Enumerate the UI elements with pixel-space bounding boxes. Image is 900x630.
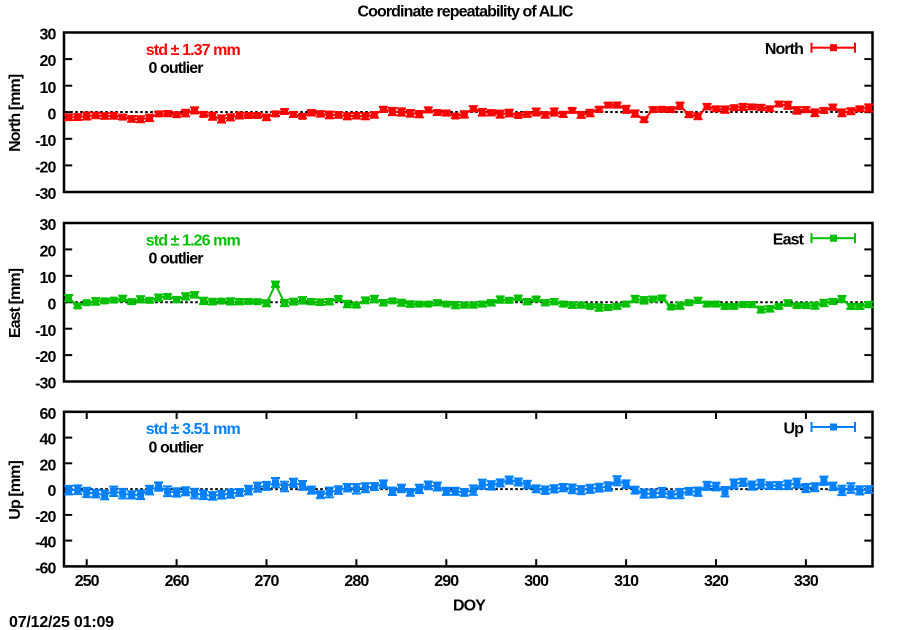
svg-text:310: 310 — [614, 573, 639, 590]
svg-text:-60: -60 — [35, 561, 56, 578]
svg-text:30: 30 — [40, 217, 57, 234]
svg-text:0: 0 — [48, 296, 57, 313]
svg-text:0 outlier: 0 outlier — [149, 251, 204, 268]
svg-text:std ± 1.37 mm: std ± 1.37 mm — [146, 42, 241, 59]
svg-text:250: 250 — [75, 573, 100, 590]
svg-text:std ± 1.26 mm: std ± 1.26 mm — [146, 232, 241, 249]
svg-text:Coordinate repeatability of AL: Coordinate repeatability of ALIC — [357, 3, 573, 20]
svg-text:07/12/25 01:09: 07/12/25 01:09 — [9, 614, 114, 630]
svg-text:-30: -30 — [35, 376, 56, 393]
svg-text:-20: -20 — [35, 349, 56, 366]
svg-text:280: 280 — [344, 573, 369, 590]
svg-text:10: 10 — [40, 270, 57, 287]
svg-text:0: 0 — [48, 483, 57, 500]
svg-text:-30: -30 — [35, 186, 56, 203]
svg-text:20: 20 — [40, 53, 57, 70]
svg-text:330: 330 — [794, 573, 819, 590]
svg-text:60: 60 — [40, 406, 57, 423]
svg-text:260: 260 — [165, 573, 190, 590]
svg-text:0 outlier: 0 outlier — [149, 439, 204, 456]
svg-text:East: East — [773, 232, 805, 249]
svg-text:40: 40 — [40, 432, 57, 449]
svg-text:0: 0 — [48, 106, 57, 123]
svg-text:North [mm]: North [mm] — [7, 74, 24, 152]
svg-text:-20: -20 — [35, 160, 56, 177]
svg-text:10: 10 — [40, 80, 57, 97]
svg-text:DOY: DOY — [453, 597, 486, 614]
svg-text:20: 20 — [40, 457, 57, 474]
svg-text:North: North — [765, 41, 803, 58]
svg-text:20: 20 — [40, 244, 57, 261]
svg-text:30: 30 — [40, 27, 57, 44]
svg-text:-10: -10 — [35, 133, 56, 150]
svg-text:East [mm]: East [mm] — [7, 268, 24, 338]
svg-text:-10: -10 — [35, 323, 56, 340]
svg-text:std ± 3.51 mm: std ± 3.51 mm — [146, 421, 241, 438]
svg-text:-40: -40 — [35, 535, 56, 552]
svg-text:0 outlier: 0 outlier — [149, 60, 204, 77]
svg-text:Up [mm]: Up [mm] — [7, 461, 24, 520]
svg-text:320: 320 — [704, 573, 729, 590]
svg-text:-20: -20 — [35, 509, 56, 526]
svg-text:290: 290 — [434, 573, 459, 590]
svg-text:300: 300 — [524, 573, 549, 590]
svg-text:Up: Up — [783, 420, 804, 437]
svg-text:270: 270 — [255, 573, 280, 590]
